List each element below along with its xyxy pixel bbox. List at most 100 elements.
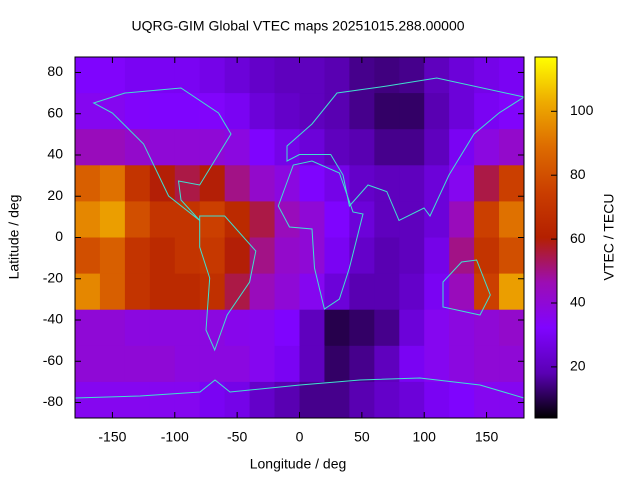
colorbar-tick-label: 40 — [570, 294, 586, 310]
y-tick-label: -60 — [43, 352, 63, 368]
heat-cell — [474, 129, 500, 166]
heat-cell — [249, 57, 276, 94]
heat-cell — [249, 201, 276, 238]
x-axis-label: Longitude / deg — [250, 456, 347, 472]
x-tick-label: -100 — [161, 429, 189, 445]
coastline — [277, 160, 364, 310]
heat-cell — [99, 129, 126, 166]
heat-cell — [224, 165, 251, 202]
heat-cell — [299, 57, 325, 94]
x-tick-label: 50 — [354, 429, 370, 445]
heat-cell — [324, 165, 350, 202]
heat-cell — [349, 381, 375, 418]
heat-cell — [174, 237, 201, 275]
heat-cell — [449, 273, 475, 311]
heat-cell — [224, 381, 251, 418]
colorbar-label: VTEC / TECU — [601, 194, 617, 281]
y-tick-label: 60 — [47, 104, 63, 120]
heat-cell — [449, 381, 475, 418]
heat-cell — [299, 165, 325, 202]
heat-cell — [499, 381, 524, 418]
heat-cell — [124, 165, 151, 202]
heat-cell — [274, 273, 300, 311]
heat-cell — [199, 381, 226, 418]
heat-cell — [75, 57, 101, 94]
heat-cell — [499, 129, 524, 166]
heat-cell — [374, 57, 400, 94]
colorbar-tick-label: 100 — [570, 102, 594, 118]
heat-cell — [149, 201, 176, 238]
heat-cell — [374, 309, 400, 347]
heat-cell — [399, 165, 425, 202]
heat-cell — [99, 93, 126, 130]
heat-cell — [424, 201, 450, 238]
heat-cell — [249, 273, 276, 311]
heat-cell — [299, 381, 325, 418]
heat-cell — [399, 237, 425, 275]
heat-cell — [499, 309, 524, 347]
heat-cell — [199, 129, 226, 166]
heat-cell — [349, 93, 375, 130]
coastline — [75, 377, 524, 399]
heat-cell — [374, 129, 400, 166]
heat-cell — [174, 273, 201, 311]
heat-cell — [474, 237, 500, 275]
colorbar-tick-label: 20 — [570, 358, 586, 374]
heat-cell — [449, 237, 475, 275]
heat-cell — [75, 93, 101, 130]
heat-cell — [75, 273, 101, 311]
heat-cell — [199, 345, 226, 383]
heat-cell — [474, 273, 500, 311]
heat-cell — [75, 309, 101, 347]
heat-cell — [224, 201, 251, 238]
y-tick-label: -40 — [43, 311, 63, 327]
heat-cell — [374, 93, 400, 130]
heat-cell — [174, 57, 201, 94]
heat-cell — [474, 93, 500, 130]
heat-cell — [224, 273, 251, 311]
heat-cell — [424, 237, 450, 275]
heat-cell — [99, 57, 126, 94]
heat-cell — [274, 309, 300, 347]
heat-cell — [199, 273, 226, 311]
x-tick-label: 100 — [413, 429, 437, 445]
heat-cell — [399, 273, 425, 311]
heat-cell — [99, 345, 126, 383]
y-tick-label: 40 — [47, 146, 63, 162]
y-tick-label: -20 — [43, 269, 63, 285]
heat-cell — [75, 345, 101, 383]
heat-cell — [75, 129, 101, 166]
heat-cell — [224, 309, 251, 347]
y-tick-label: 0 — [55, 228, 63, 244]
coastline — [442, 259, 491, 316]
heat-cell — [99, 165, 126, 202]
heat-cell — [274, 93, 300, 130]
heat-cell — [124, 237, 151, 275]
x-tick-label: 0 — [296, 429, 304, 445]
heat-cell — [449, 57, 475, 94]
heatmap — [75, 57, 524, 418]
coastline — [286, 77, 524, 222]
heat-cell — [274, 165, 300, 202]
heat-cell — [174, 309, 201, 347]
heat-cell — [99, 309, 126, 347]
heat-cell — [224, 237, 251, 275]
heat-cell — [424, 93, 450, 130]
heat-cell — [124, 273, 151, 311]
heat-cell — [124, 201, 151, 238]
y-tick-label: 20 — [47, 187, 63, 203]
heat-cell — [199, 93, 226, 130]
heat-cell — [399, 381, 425, 418]
heat-cell — [149, 345, 176, 383]
heat-cell — [324, 345, 350, 383]
heat-cell — [324, 201, 350, 238]
heat-cell — [424, 57, 450, 94]
heat-cell — [449, 93, 475, 130]
heat-cell — [374, 273, 400, 311]
heat-cell — [149, 309, 176, 347]
heat-cell — [324, 237, 350, 275]
heat-cell — [349, 57, 375, 94]
heat-cell — [474, 309, 500, 347]
heat-cell — [474, 345, 500, 383]
heat-cell — [349, 273, 375, 311]
